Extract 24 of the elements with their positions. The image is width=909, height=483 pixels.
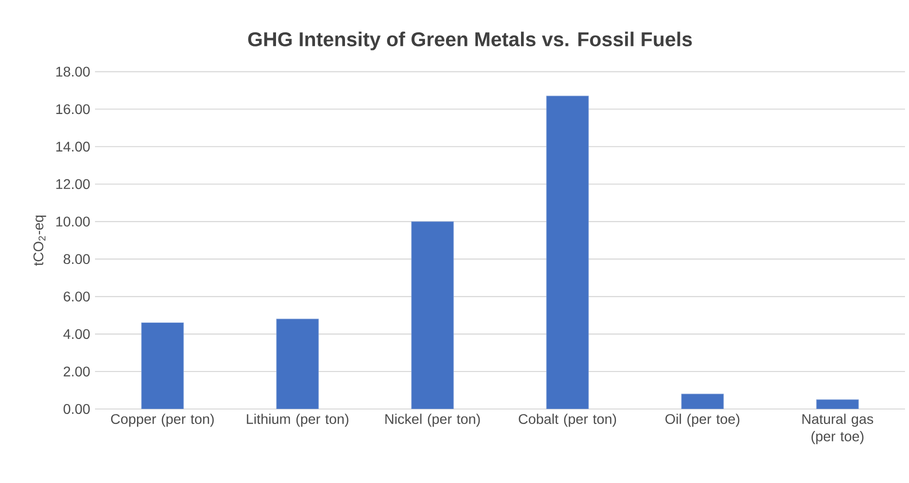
bar — [141, 322, 184, 409]
x-tick-label: Copper (per ton) — [111, 414, 214, 427]
x-tick-label: Oil (per toe) — [665, 414, 740, 427]
x-tick-label: Natural gas (per toe) — [802, 414, 874, 444]
bar — [411, 221, 454, 409]
y-tick-label: 2.00 — [64, 366, 90, 376]
y-tick-label: 4.00 — [63, 329, 90, 340]
x-tick-label: Nickel (per ton) — [385, 414, 480, 427]
y-tick-label: 10.00 — [56, 216, 90, 227]
x-tick-label: Lithium (per ton) — [246, 414, 348, 427]
bar — [681, 394, 724, 409]
y-tick-label: 18.00 — [56, 66, 90, 77]
y-tick-label: 8.00 — [64, 254, 90, 264]
bar — [276, 318, 319, 409]
y-tick-label: 12.00 — [56, 179, 90, 190]
y-tick-label: 16.00 — [56, 104, 90, 114]
bar — [816, 399, 859, 409]
y-axis-title: tCO$_{2}$-eq — [33, 216, 46, 266]
chart-title: GHG Intensity of Green Metals vs. Fossil Fuels — [248, 32, 692, 50]
x-tick-label: Cobalt (per ton) — [518, 414, 616, 427]
y-tick-label: 0.00 — [64, 404, 90, 414]
y-tick-label: 6.00 — [64, 292, 90, 302]
y-tick-label: 14.00 — [56, 142, 90, 152]
bar — [546, 96, 589, 409]
